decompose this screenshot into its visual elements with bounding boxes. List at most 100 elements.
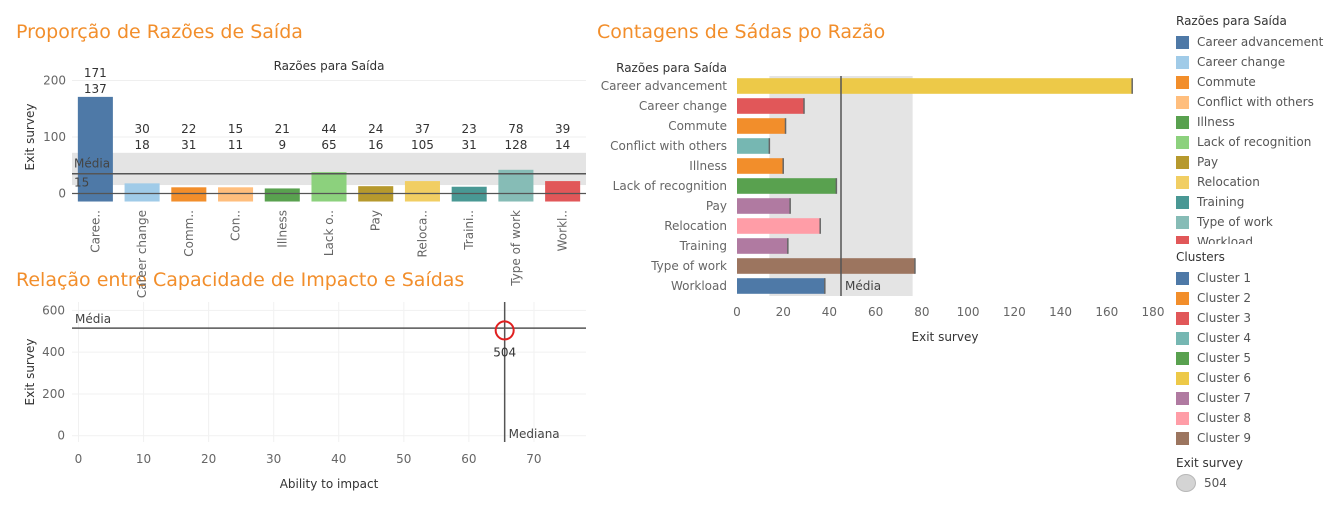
legend-cluster-label: Cluster 5 [1197, 351, 1252, 365]
counts-x-tick: 20 [776, 305, 791, 319]
legend-reason-label: Relocation [1197, 175, 1260, 189]
legend-reason-swatch [1176, 195, 1189, 209]
proportion-title: Proporção de Razões de Saída [16, 21, 303, 43]
relation-x-tick: 30 [266, 452, 281, 466]
legend-reason-swatch [1176, 115, 1189, 129]
legend-cluster-item[interactable]: Cluster 7 [1176, 388, 1336, 408]
counts-x-tick: 140 [1049, 305, 1072, 319]
legend-cluster-swatch [1176, 271, 1189, 285]
relation-x-tick: 40 [331, 452, 346, 466]
legend-cluster-swatch [1176, 331, 1189, 345]
legend-reason-item[interactable]: Career advancement [1176, 32, 1336, 52]
proportion-y-axis-label: Exit survey [23, 104, 37, 171]
proportion-y-tick: 0 [58, 187, 66, 201]
proportion-x-tick: Comm.. [182, 210, 196, 257]
legend-reason-item[interactable]: Pay [1176, 152, 1336, 172]
legend-reason-item[interactable]: Lack of recognition [1176, 132, 1336, 152]
legend-cluster-item[interactable]: Cluster 2 [1176, 288, 1336, 308]
proportion-data-label-top: 44 [321, 122, 336, 136]
relation-chart: 0 10 20 30 40 50 60 70 0 200 400 600 Exit survey Abil… [23, 302, 586, 491]
proportion-data-label-top: 22 [181, 122, 196, 136]
proportion-data-label-bottom: 105 [411, 138, 434, 152]
legend-reason-label: Lack of recognition [1197, 135, 1312, 149]
legend-reason-swatch [1176, 75, 1189, 89]
proportion-data-label-top: 30 [134, 122, 149, 136]
counts-y-tick: Relocation [664, 219, 727, 233]
proportion-bar [218, 187, 254, 202]
legend-reason-swatch [1176, 55, 1189, 69]
legend-reason-label: Training [1197, 195, 1245, 209]
legend-cluster-item[interactable]: Cluster 1 [1176, 268, 1336, 288]
legend-reason-swatch [1176, 135, 1189, 149]
relation-x-tick: 60 [461, 452, 476, 466]
legend-cluster-item[interactable]: Cluster 8 [1176, 408, 1336, 428]
legend-reason-item[interactable]: Workload [1176, 232, 1336, 244]
legend-reason-label: Illness [1197, 115, 1235, 129]
counts-x-tick: 120 [1003, 305, 1026, 319]
legend-reason-item[interactable]: Illness [1176, 112, 1336, 132]
relation-x-axis-label: Ability to impact [280, 477, 379, 491]
legend-reason-item[interactable]: Type of work [1176, 212, 1336, 232]
legend-clusters-title: Clusters [1176, 250, 1225, 264]
proportion-data-label-bottom: 31 [181, 138, 196, 152]
proportion-x-tick: Illness [275, 210, 289, 248]
counts-x-tick: 0 [733, 305, 741, 319]
counts-y-tick: Illness [689, 159, 727, 173]
counts-title: Contagens de Sádas po Razão [597, 21, 886, 43]
counts-y-tick: Conflict with others [610, 139, 727, 153]
proportion-x-tick: Con.. [229, 210, 243, 241]
legend-cluster-item[interactable]: Cluster 5 [1176, 348, 1336, 368]
legend-cluster-item[interactable]: Cluster 3 [1176, 308, 1336, 328]
legend-reason-swatch [1176, 215, 1189, 229]
legend-cluster-item[interactable]: Cluster 4 [1176, 328, 1336, 348]
legend-reason-item[interactable]: Conflict with others [1176, 92, 1336, 112]
counts-y-tick: Career change [639, 99, 727, 113]
legend-cluster-swatch [1176, 431, 1189, 445]
counts-average-label: Média [845, 279, 881, 293]
proportion-bar [451, 186, 487, 202]
proportion-data-label-bottom: 16 [368, 138, 383, 152]
relation-x-tick: 50 [396, 452, 411, 466]
proportion-x-tick: Caree.. [88, 210, 102, 253]
proportion-data-label-bottom: 31 [462, 138, 477, 152]
proportion-data-label-bottom: 65 [321, 138, 336, 152]
proportion-average-label: Média [74, 157, 110, 171]
relation-x-tick: 0 [75, 452, 83, 466]
legend-reason-item[interactable]: Relocation [1176, 172, 1336, 192]
legend-reason-item[interactable]: Training [1176, 192, 1336, 212]
legend-size-item: 504 [1176, 474, 1336, 492]
relation-y-tick: 0 [57, 429, 65, 443]
counts-bar [737, 218, 821, 234]
proportion-bar [264, 188, 300, 202]
counts-y-tick: Training [679, 239, 727, 253]
counts-y-tick: Pay [706, 199, 727, 213]
counts-x-tick: 40 [822, 305, 837, 319]
legend-cluster-swatch [1176, 291, 1189, 305]
legend-cluster-label: Cluster 2 [1197, 291, 1252, 305]
proportion-x-tick: Career change [135, 210, 149, 298]
legend-cluster-label: Cluster 3 [1197, 311, 1252, 325]
legend-size-value: 504 [1204, 476, 1227, 490]
relation-y-tick: 600 [42, 303, 65, 317]
legend-reasons-items: Career advancement Career change Commute Co… [1176, 32, 1336, 244]
legend-reason-label: Pay [1197, 155, 1219, 169]
legend-cluster-item[interactable]: Cluster 6 [1176, 368, 1336, 388]
legend-reason-swatch [1176, 95, 1189, 109]
legend-reason-swatch [1176, 35, 1189, 49]
counts-bar [737, 138, 770, 154]
legend-reasons-title: Razões para Saída [1176, 14, 1287, 28]
proportion-bar [171, 187, 207, 202]
legend-reasons-list[interactable]: Career advancement Career change Commute Co… [1176, 32, 1336, 244]
legend-reason-item[interactable]: Commute [1176, 72, 1336, 92]
proportion-chart: Razões para Saída Exit survey 0 100 200 171 13… [23, 59, 586, 298]
proportion-bar [311, 172, 347, 202]
legend-reason-label: Commute [1197, 75, 1256, 89]
legend-reason-item[interactable]: Career change [1176, 52, 1336, 72]
relation-y-axis-label: Exit survey [23, 339, 37, 406]
legend-cluster-item[interactable]: Cluster 9 [1176, 428, 1336, 448]
relation-y-tick: 400 [42, 345, 65, 359]
legend-cluster-label: Cluster 1 [1197, 271, 1252, 285]
proportion-x-tick: Traini.. [462, 210, 476, 251]
proportion-x-tick: Lack o.. [322, 210, 336, 256]
proportion-bar [404, 181, 440, 202]
